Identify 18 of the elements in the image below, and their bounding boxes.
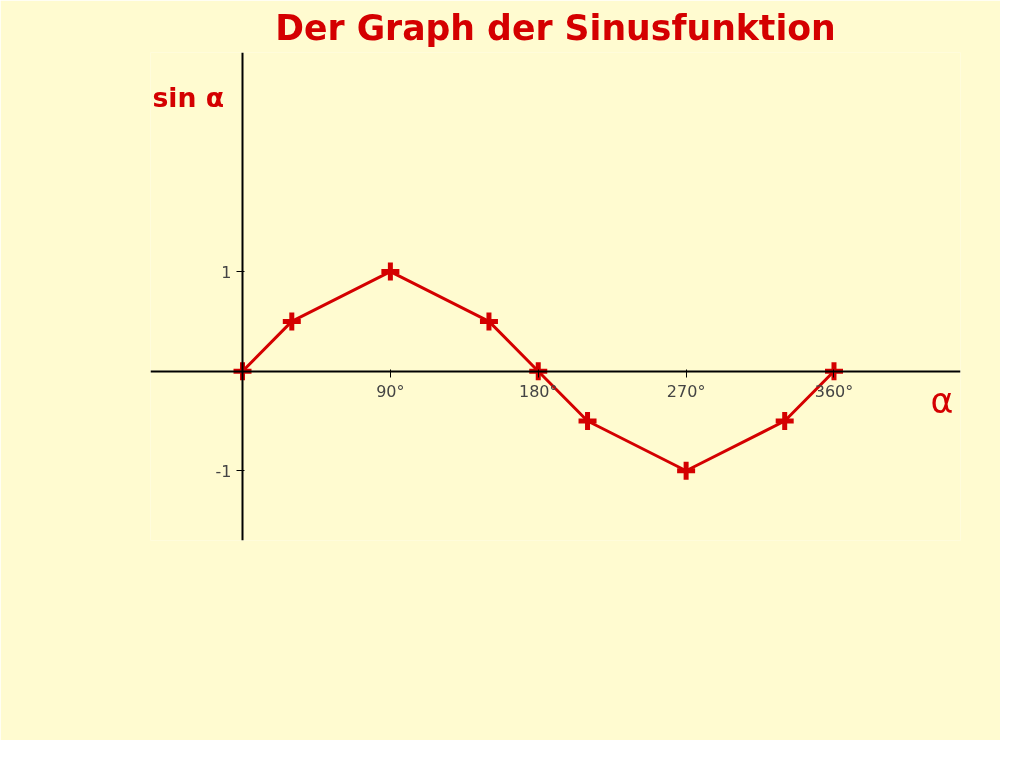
point (576, 409, 600, 433)
point (477, 309, 501, 333)
point (231, 359, 255, 383)
point (378, 260, 402, 284)
point (822, 359, 846, 383)
x-tick-label: 180° (518, 382, 558, 402)
chart-title: Der Graph der Sinusfunktion (275, 7, 836, 48)
x-axis-title: α (930, 381, 954, 422)
point (773, 409, 797, 433)
y-tick-label: -1 (215, 461, 232, 481)
y-axis-title: sin α (152, 81, 225, 113)
point (674, 459, 698, 483)
point (280, 309, 304, 333)
point (526, 359, 550, 383)
y-tick-label: 1 (221, 262, 232, 282)
x-tick-label: 270° (666, 382, 706, 402)
x-tick-label: 360° (814, 382, 854, 402)
x-tick-label: 90° (376, 382, 405, 402)
